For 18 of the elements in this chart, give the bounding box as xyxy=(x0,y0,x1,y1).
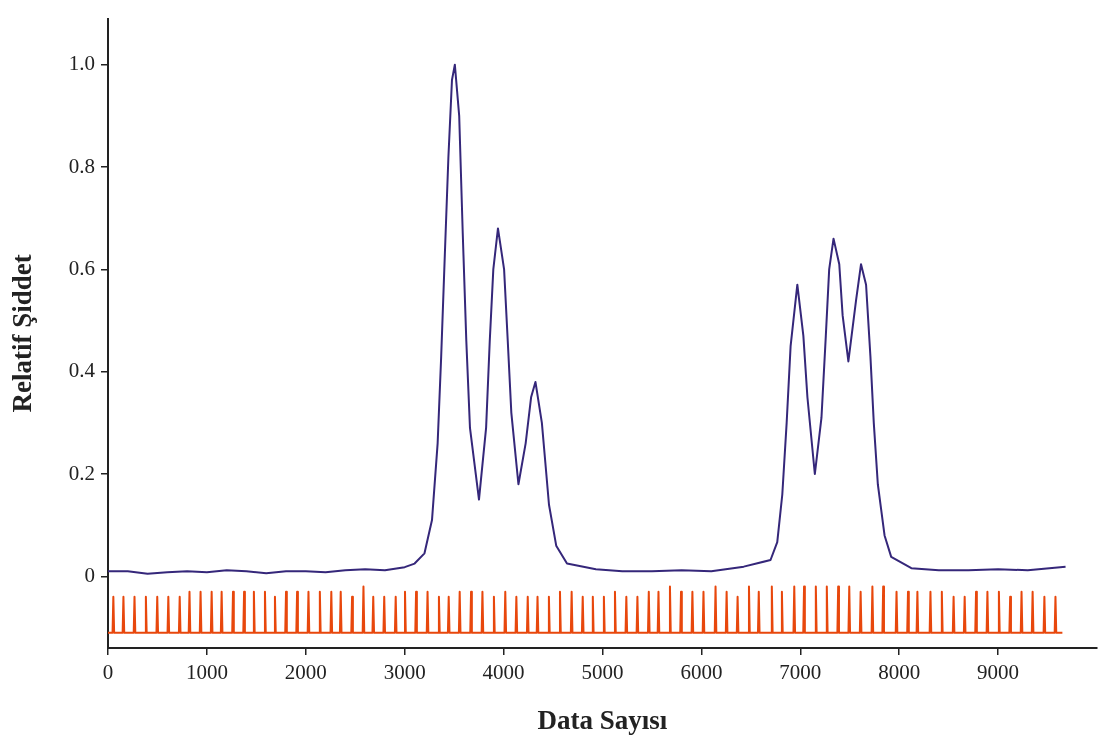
x-tick-label: 4000 xyxy=(482,660,525,685)
x-axis-title: Data Sayısı xyxy=(537,704,668,735)
x-tick-label: 2000 xyxy=(284,660,327,685)
y-tick-label: 0.8 xyxy=(68,153,95,178)
x-tick-label: 3000 xyxy=(383,660,426,685)
y-axis-title: Relatif Şiddet xyxy=(7,254,38,413)
x-tick-label: 9000 xyxy=(977,660,1020,685)
x-tick-label: 6000 xyxy=(680,660,723,685)
x-tick-label: 0 xyxy=(102,660,114,685)
y-tick-label: 1.0 xyxy=(68,51,95,76)
y-tick-label: 0.6 xyxy=(68,255,95,280)
y-tick-label: 0 xyxy=(84,562,95,587)
y-tick-label: 0.2 xyxy=(68,460,95,485)
x-tick-label: 5000 xyxy=(581,660,624,685)
y-tick-label: 0.4 xyxy=(68,358,96,383)
x-tick-label: 1000 xyxy=(185,660,228,685)
x-tick-label: 7000 xyxy=(779,660,822,685)
x-tick-label: 8000 xyxy=(878,660,921,685)
